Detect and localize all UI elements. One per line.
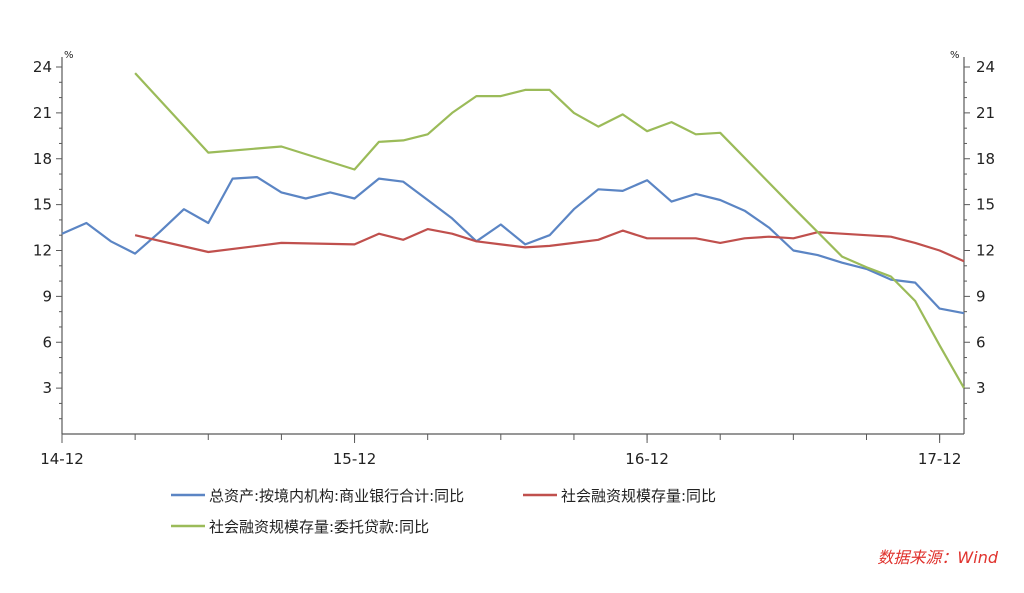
x-tick-label: 17-12 [918,450,962,468]
x-tick-label: 15-12 [333,450,377,468]
legend-label-2: 社会融资规模存量:同比 [561,487,716,505]
y-tick-label-right: 9 [976,287,986,305]
x-tick-label: 14-12 [40,450,84,468]
axes: 3 6 9 12 15 18 21 24 3 6 9 12 15 18 21 24% % 14-12 15-12 16… [33,50,995,468]
y-tick-label-left: 3 [42,379,52,397]
series-line-1 [61,176,965,315]
series-layer [61,72,965,389]
y-unit-right: % [950,50,960,61]
y-tick-label-right: 21 [976,104,995,122]
y-tick-label-right: 18 [976,150,995,168]
series-line-3 [134,72,965,389]
legend-label-3: 社会融资规模存量:委托贷款:同比 [209,518,429,536]
y-tick-label-right: 15 [976,196,995,214]
y-tick-label-left: 24 [33,58,52,76]
y-tick-label-right: 6 [976,333,986,351]
y-tick-label-left: 15 [33,196,52,214]
source-note: 数据来源：Wind [877,548,998,567]
y-tick-label-right: 24 [976,58,995,76]
y-tick-label-right: 12 [976,242,995,260]
y-tick-label-left: 21 [33,104,52,122]
y-unit-left: % [64,50,74,61]
legend-label-1: 总资产:按境内机构:商业银行合计:同比 [209,487,464,505]
y-tick-label-left: 12 [33,242,52,260]
legend: 总资产:按境内机构:商业银行合计:同比 社会融资规模存量:同比社会融资规模存量:委… [171,487,716,536]
y-tick-label-left: 6 [42,333,52,351]
y-tick-label-left: 18 [33,150,52,168]
y-tick-label-left: 9 [42,287,52,305]
series-line-2 [134,228,965,263]
y-tick-label-right: 3 [976,379,986,397]
x-tick-label: 16-12 [625,450,669,468]
